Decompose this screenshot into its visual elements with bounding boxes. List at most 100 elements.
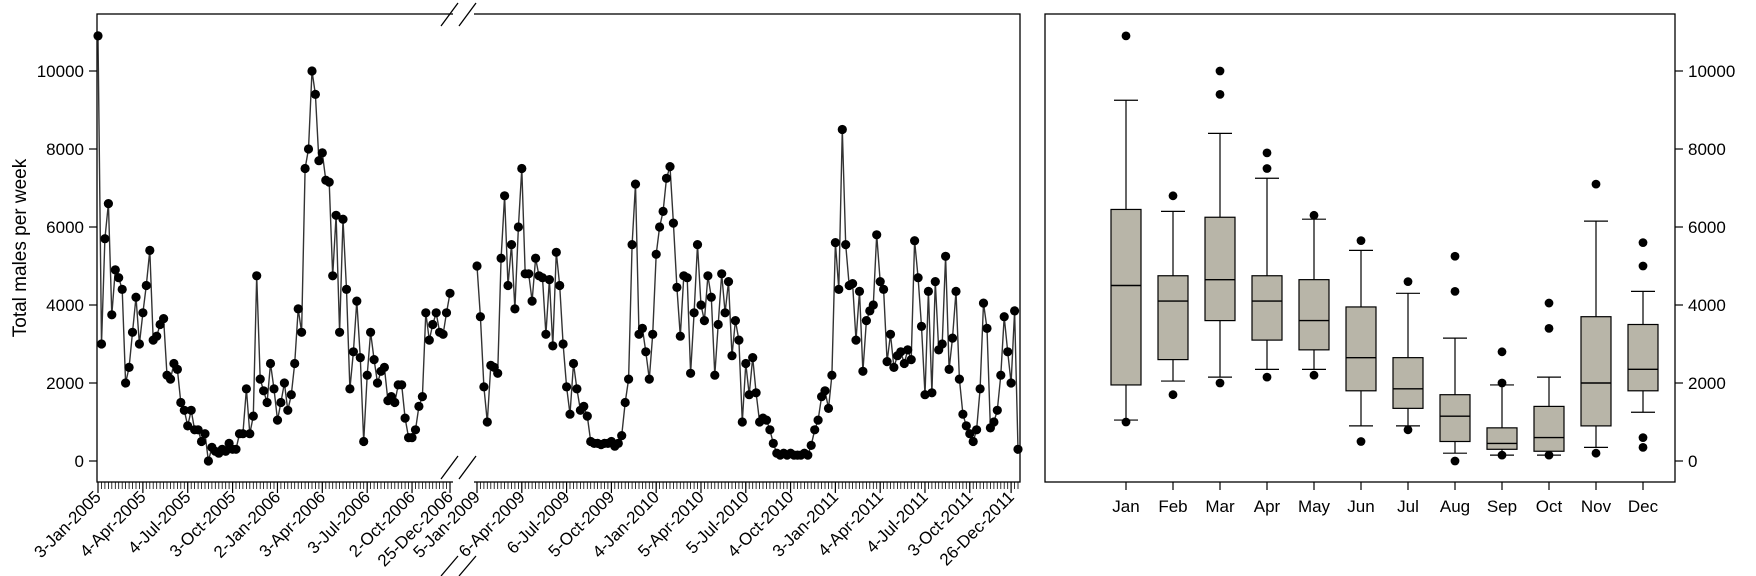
data-point	[186, 405, 196, 415]
y-tick-label: 0	[1688, 452, 1697, 471]
data-point	[841, 240, 851, 250]
data-point	[331, 210, 341, 220]
data-point	[307, 66, 317, 76]
outlier-point	[1356, 437, 1366, 446]
box-may	[1298, 210, 1330, 380]
data-point	[196, 436, 207, 447]
data-point	[110, 265, 120, 275]
data-point	[927, 388, 937, 398]
data-point	[655, 222, 665, 232]
box-nov	[1580, 179, 1612, 458]
data-point	[551, 247, 561, 257]
data-point	[820, 386, 830, 396]
box-iqr	[1345, 306, 1377, 392]
data-point	[183, 421, 193, 431]
outlier-point	[1403, 425, 1413, 435]
axis-break	[440, 2, 477, 576]
data-point	[124, 362, 134, 372]
outlier-point	[1638, 433, 1648, 442]
data-point	[854, 286, 865, 296]
data-point	[689, 308, 699, 318]
data-point	[882, 357, 892, 367]
outlier-point	[1121, 417, 1131, 427]
data-point	[751, 388, 761, 398]
y-tick-label: 10000	[37, 62, 84, 81]
outlier-point	[1356, 236, 1366, 246]
data-point	[958, 409, 968, 419]
data-point	[727, 351, 737, 361]
data-point	[445, 288, 455, 298]
data-point	[613, 438, 623, 448]
data-point	[734, 335, 744, 345]
data-point	[1013, 444, 1023, 454]
y-tick-label: 6000	[46, 218, 84, 237]
box-dec	[1627, 238, 1659, 452]
data-point	[283, 405, 293, 415]
y-tick-label: 4000	[1688, 296, 1726, 315]
outlier-point	[1638, 261, 1648, 271]
data-point	[923, 286, 934, 296]
data-point	[397, 380, 407, 390]
data-point	[937, 339, 947, 349]
data-point	[989, 417, 999, 427]
box-iqr	[1251, 275, 1283, 341]
data-point	[517, 163, 527, 174]
data-point	[982, 323, 992, 333]
data-point	[803, 450, 813, 460]
data-point	[1010, 306, 1020, 316]
y-tick-label: 6000	[1688, 218, 1726, 237]
data-point	[362, 370, 372, 380]
break-slash	[458, 455, 477, 480]
month-label: Jan	[1112, 497, 1139, 516]
month-label: Dec	[1628, 497, 1659, 516]
box-jun	[1345, 236, 1377, 446]
outlier-point	[1497, 347, 1507, 357]
data-point	[951, 286, 961, 296]
data-point	[837, 124, 847, 135]
box-iqr	[1392, 357, 1424, 409]
outlier-point	[1262, 148, 1272, 158]
data-point	[823, 403, 834, 413]
data-point	[352, 296, 362, 306]
data-point	[248, 411, 258, 421]
data-point	[131, 292, 141, 302]
data-point	[975, 384, 985, 394]
outlier-point	[1591, 179, 1601, 189]
month-label: Sep	[1487, 497, 1517, 516]
data-point	[834, 284, 844, 294]
data-point	[179, 405, 189, 415]
outlier-point	[1497, 450, 1507, 460]
box-iqr	[1298, 279, 1330, 351]
data-point	[875, 277, 885, 287]
data-point	[696, 300, 706, 310]
data-point	[996, 370, 1006, 380]
data-point	[558, 339, 568, 349]
outlier-point	[1215, 66, 1225, 76]
outlier-point	[1168, 191, 1178, 201]
data-point	[114, 273, 124, 283]
boxes	[1110, 31, 1659, 466]
data-point	[537, 273, 548, 283]
data-point	[999, 312, 1009, 322]
data-point	[848, 279, 858, 289]
data-point	[107, 310, 117, 320]
data-point	[138, 308, 148, 318]
outlier-point	[1450, 251, 1460, 261]
outlier-point	[1638, 442, 1648, 452]
data-point	[744, 390, 754, 400]
data-point	[503, 280, 513, 291]
data-point	[548, 341, 558, 351]
data-point	[668, 218, 679, 228]
outlier-point	[1403, 277, 1413, 286]
x-axis-tick-labels: 3-Jan-20054-Apr-20054-Jul-20053-Oct-2005…	[31, 482, 1018, 570]
outlier-point	[1262, 164, 1272, 173]
box-mar	[1204, 66, 1236, 388]
data-point	[527, 296, 537, 306]
data-point	[255, 374, 265, 384]
month-label: Jun	[1347, 497, 1374, 516]
data-point	[359, 436, 369, 447]
data-point	[920, 390, 930, 400]
data-point	[176, 397, 186, 408]
data-point	[813, 415, 823, 425]
